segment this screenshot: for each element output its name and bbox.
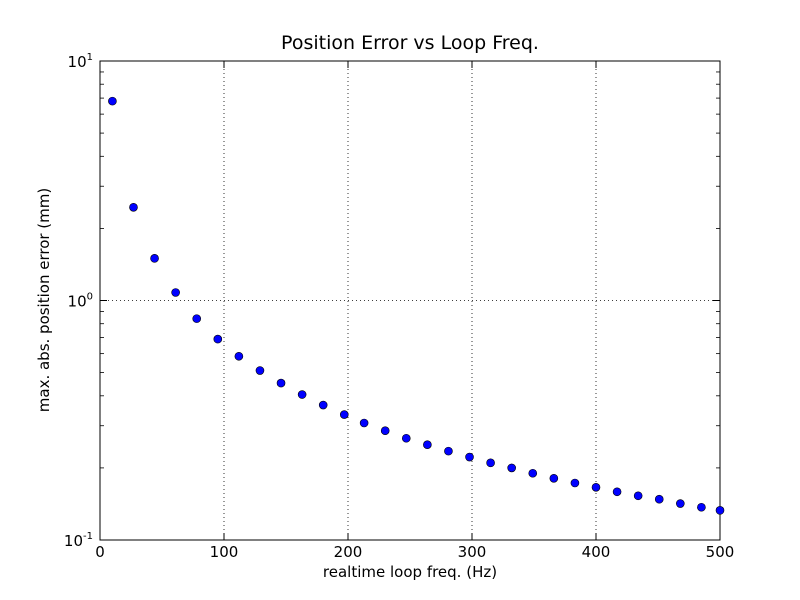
data-point	[213, 334, 223, 344]
data-point	[380, 426, 390, 436]
data-point	[192, 314, 202, 323]
x-tick-label: 0	[95, 543, 105, 561]
y-tick-label: 10-1	[64, 531, 93, 550]
data-point	[570, 478, 580, 488]
x-tick-label: 400	[582, 543, 611, 561]
data-point	[612, 487, 622, 497]
data-point	[297, 390, 307, 399]
x-tick-label: 200	[334, 543, 363, 561]
x-tick-label: 500	[706, 543, 735, 561]
data-point	[108, 96, 117, 106]
x-axis-label: realtime loop freq. (Hz)	[323, 563, 497, 581]
data-point	[276, 378, 286, 388]
data-point	[591, 482, 601, 492]
data-point	[359, 418, 369, 428]
data-point	[528, 468, 538, 478]
data-point	[465, 452, 474, 462]
y-tick-label: 101	[68, 52, 93, 71]
data-point	[255, 366, 265, 375]
data-point	[444, 446, 453, 456]
data-point	[633, 491, 643, 501]
data-point	[697, 502, 706, 512]
data-point	[171, 288, 180, 297]
data-point	[234, 351, 244, 361]
data-point	[339, 410, 349, 419]
data-point	[150, 254, 159, 263]
chart-title: Position Error vs Loop Freq.	[281, 32, 539, 54]
plot-layer: 0 100 200 300 400 500 10-1 100 101	[64, 52, 734, 561]
data-point	[715, 506, 725, 515]
data-point	[676, 499, 685, 508]
x-tick-label: 300	[458, 543, 487, 561]
data-point	[507, 463, 516, 473]
data-point	[486, 458, 495, 468]
data-point	[549, 473, 559, 483]
data-point	[129, 202, 138, 212]
data-point	[423, 440, 432, 449]
data-point	[401, 433, 411, 443]
data-point	[654, 494, 664, 504]
data-point	[318, 400, 328, 410]
y-tick-label: 100	[68, 292, 93, 311]
x-tick-label: 100	[210, 543, 239, 561]
y-axis-label: max. abs. position error (mm)	[35, 188, 53, 412]
